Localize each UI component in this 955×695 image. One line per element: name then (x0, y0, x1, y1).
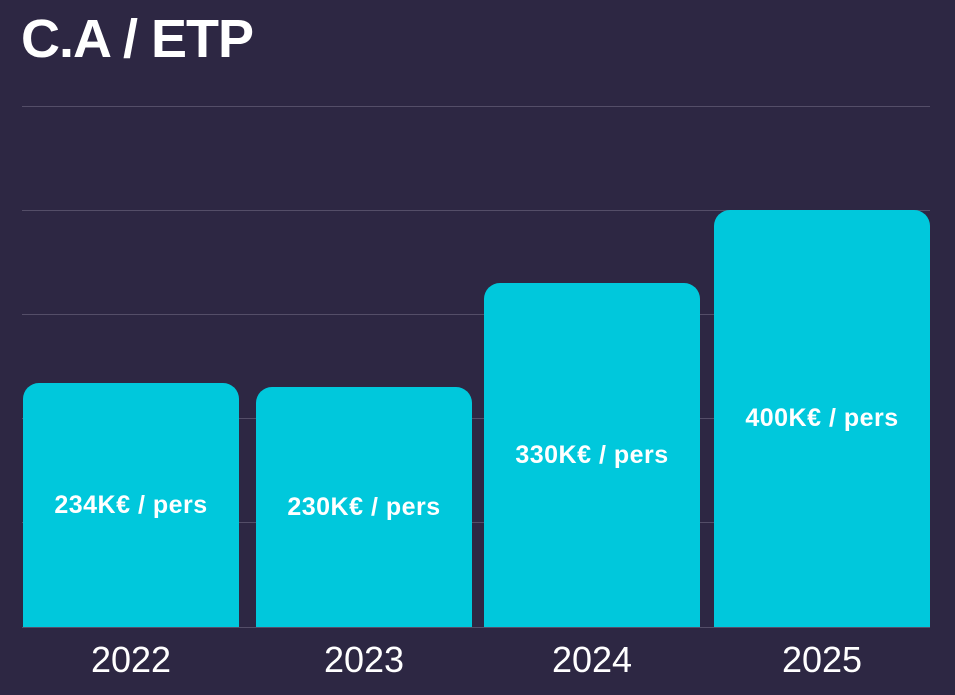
bar-value-label: 330K€ / pers (515, 440, 669, 469)
x-axis-label-2025: 2025 (781, 639, 863, 680)
bar-2025: 400K€ / pers (714, 210, 930, 627)
gridline (22, 105, 930, 107)
x-axis-label-2022: 2022 (90, 639, 172, 680)
bar-2023: 230K€ / pers (256, 387, 472, 627)
chart-title: C.A / ETP (21, 9, 254, 69)
bar-value-label: 234K€ / pers (54, 490, 208, 519)
gridline (22, 313, 930, 315)
x-axis-label-2024: 2024 (551, 639, 633, 680)
bar-value-label: 400K€ / pers (745, 404, 899, 433)
bar-2024: 330K€ / pers (484, 283, 700, 627)
gridline (22, 626, 930, 628)
bar-value-label: 230K€ / pers (287, 492, 441, 521)
x-axis-label-2023: 2023 (323, 639, 405, 680)
gridline (22, 209, 930, 211)
bar-2022: 234K€ / pers (23, 383, 239, 627)
gridline (22, 522, 930, 524)
gridline (22, 418, 930, 420)
